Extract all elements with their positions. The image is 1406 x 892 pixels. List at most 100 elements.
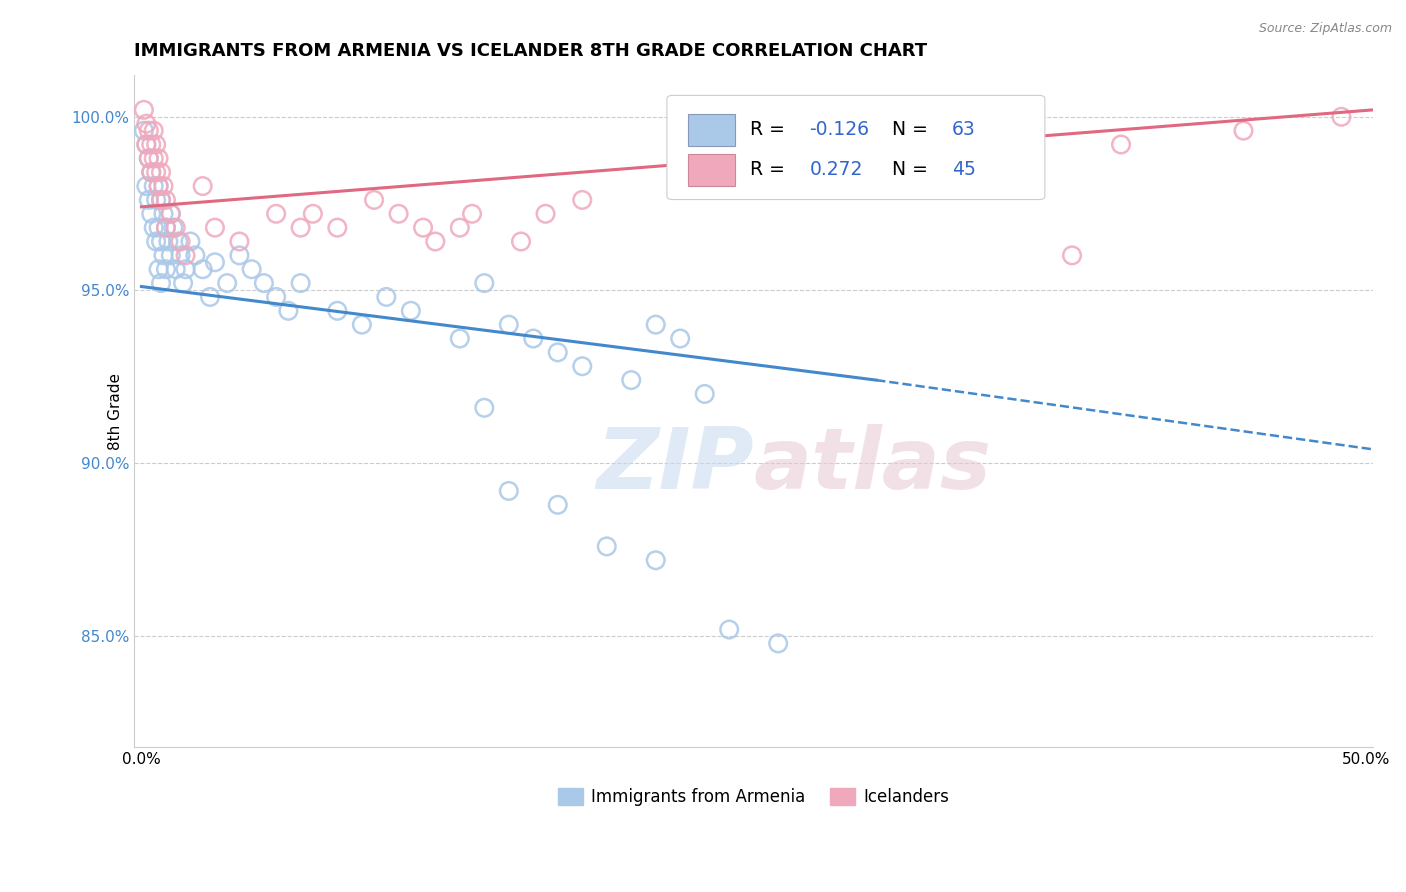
Point — [169, 248, 191, 262]
Point — [148, 262, 170, 277]
Point — [1232, 123, 1254, 137]
Point — [150, 165, 173, 179]
Point — [217, 276, 239, 290]
Point — [264, 290, 287, 304]
Point — [145, 165, 167, 179]
Point — [150, 193, 173, 207]
Point — [596, 540, 619, 554]
Text: -0.126: -0.126 — [810, 120, 869, 139]
Text: atlas: atlas — [754, 424, 991, 507]
Point — [204, 220, 226, 235]
Point — [472, 276, 495, 290]
Point — [547, 345, 569, 359]
Point — [522, 332, 544, 346]
Text: R =: R = — [749, 120, 790, 139]
Text: 45: 45 — [952, 161, 976, 179]
Point — [766, 636, 789, 650]
Text: 63: 63 — [952, 120, 976, 139]
Point — [132, 103, 155, 117]
Point — [228, 235, 250, 249]
Point — [449, 332, 471, 346]
Point — [1330, 110, 1353, 124]
Point — [669, 179, 692, 194]
Point — [135, 117, 157, 131]
Point — [534, 207, 557, 221]
Point — [142, 123, 165, 137]
Point — [150, 276, 173, 290]
Point — [363, 193, 385, 207]
Point — [412, 220, 434, 235]
Point — [644, 318, 666, 332]
Point — [375, 290, 398, 304]
Point — [148, 152, 170, 166]
Point — [132, 123, 155, 137]
Point — [160, 207, 183, 221]
Point — [138, 152, 160, 166]
Point — [135, 137, 157, 152]
Point — [179, 235, 201, 249]
Point — [620, 373, 643, 387]
Text: R =: R = — [749, 161, 797, 179]
Point — [150, 193, 173, 207]
Point — [184, 248, 207, 262]
Point — [167, 235, 190, 249]
Point — [145, 193, 167, 207]
Point — [326, 220, 349, 235]
Point — [157, 235, 180, 249]
Point — [669, 332, 692, 346]
Bar — [688, 153, 735, 186]
Point — [172, 276, 194, 290]
Point — [547, 498, 569, 512]
Point — [449, 220, 471, 235]
Point — [290, 220, 312, 235]
Text: 0.272: 0.272 — [810, 161, 863, 179]
Point — [145, 137, 167, 152]
Point — [302, 207, 325, 221]
Point — [498, 318, 520, 332]
Point — [264, 207, 287, 221]
Point — [138, 193, 160, 207]
Point — [162, 220, 184, 235]
Point — [135, 179, 157, 194]
Point — [141, 165, 163, 179]
Point — [326, 303, 349, 318]
Point — [510, 235, 533, 249]
Point — [152, 207, 174, 221]
Point — [472, 401, 495, 415]
Point — [204, 255, 226, 269]
Legend: Immigrants from Armenia, Icelanders: Immigrants from Armenia, Icelanders — [551, 781, 956, 813]
Point — [571, 359, 593, 374]
Point — [693, 387, 716, 401]
Point — [1060, 248, 1083, 262]
Point — [191, 179, 214, 194]
Text: N =: N = — [893, 161, 935, 179]
Point — [1109, 137, 1132, 152]
Point — [138, 123, 160, 137]
Point — [815, 165, 838, 179]
Point — [228, 248, 250, 262]
Point — [165, 262, 187, 277]
Point — [155, 220, 177, 235]
Point — [198, 290, 221, 304]
Point — [155, 262, 177, 277]
Point — [138, 152, 160, 166]
FancyBboxPatch shape — [666, 95, 1045, 200]
Point — [141, 207, 163, 221]
Point — [165, 220, 187, 235]
Point — [253, 276, 276, 290]
Point — [387, 207, 409, 221]
Point — [399, 303, 422, 318]
Point — [240, 262, 263, 277]
Point — [461, 207, 484, 221]
Point — [498, 483, 520, 498]
Point — [963, 152, 986, 166]
Point — [277, 303, 299, 318]
Point — [135, 137, 157, 152]
Point — [160, 248, 183, 262]
Point — [571, 193, 593, 207]
Point — [148, 220, 170, 235]
Point — [148, 179, 170, 194]
Point — [644, 553, 666, 567]
Point — [155, 220, 177, 235]
Point — [141, 137, 163, 152]
